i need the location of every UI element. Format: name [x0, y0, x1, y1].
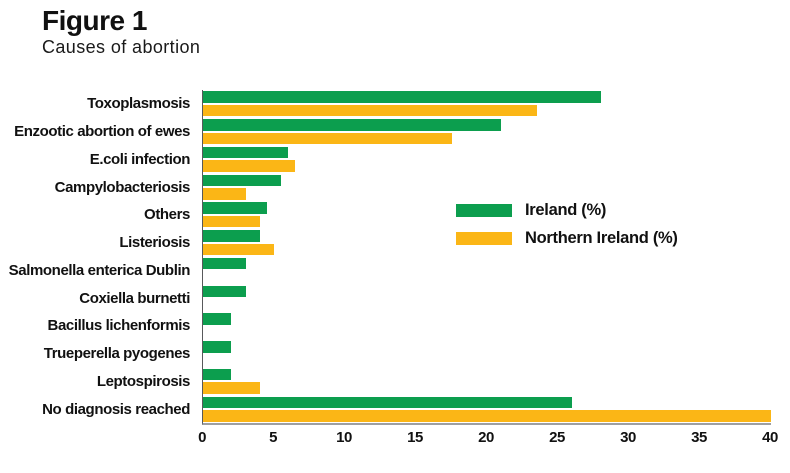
category-label: Leptospirosis [96, 372, 191, 390]
bar-northern-ireland [203, 132, 452, 145]
bar-row [203, 229, 771, 257]
bar-row [203, 368, 771, 396]
x-tick-label: 0 [198, 429, 206, 446]
x-tick-label: 20 [478, 429, 494, 446]
bar-row [203, 257, 771, 285]
bar-northern-ireland [203, 104, 537, 117]
legend-entry: Northern Ireland (%) [456, 229, 678, 248]
bar-ireland [203, 91, 601, 103]
bar-row [203, 312, 771, 340]
category-label: No diagnosis reached [42, 400, 190, 418]
bar-northern-ireland [203, 160, 296, 172]
bar-row [203, 90, 771, 118]
x-tick-label: 10 [336, 429, 352, 446]
legend-label: Ireland (%) [525, 201, 607, 219]
figure-title: Figure 1 [42, 5, 147, 36]
category-label: Coxiella burnetti [79, 289, 190, 307]
bar-row [203, 395, 771, 423]
category-label: Trueperella pyogenes [43, 345, 191, 363]
legend-swatch-northern-ireland [456, 232, 512, 245]
x-axis-tick-labels: 0 5 10 15 20 25 30 35 40 [198, 429, 778, 449]
legend-swatch-ireland [456, 204, 512, 217]
category-label: Campylobacteriosis [54, 178, 191, 196]
x-tick-label: 5 [269, 429, 277, 446]
x-tick-label: 35 [691, 429, 707, 446]
legend: Ireland (%) Northern Ireland (%) [456, 201, 678, 248]
x-tick-label: 15 [407, 429, 423, 446]
bar-row [203, 201, 771, 229]
bar-ireland [203, 368, 232, 381]
bar-ireland [203, 119, 502, 131]
bar-ireland [203, 202, 267, 214]
bar-ireland [203, 396, 573, 409]
bar-ireland [203, 146, 289, 159]
bar-ireland [203, 230, 260, 242]
bar-northern-ireland [203, 215, 260, 228]
bar-ireland [203, 341, 232, 353]
plot-area [202, 90, 771, 425]
bar-ireland [203, 313, 232, 325]
x-tick-label: 40 [762, 429, 778, 446]
legend-label: Northern Ireland (%) [525, 229, 678, 247]
legend-entry: Ireland (%) [456, 201, 678, 220]
bar-row [203, 284, 771, 312]
bar-row [203, 146, 771, 174]
category-label: Toxoplasmosis [87, 95, 190, 113]
bar-ireland [203, 257, 246, 270]
x-tick-label: 25 [549, 429, 565, 446]
bar-row [203, 340, 771, 368]
category-label: Enzootic abortion of ewes [14, 123, 190, 141]
bar-row [203, 118, 771, 146]
bar-northern-ireland [203, 382, 260, 394]
bar-rows [203, 90, 771, 423]
bar-ireland [203, 174, 282, 187]
bar-ireland [203, 285, 246, 298]
bar-row [203, 173, 771, 201]
category-label: Bacillus lichenformis [47, 317, 191, 335]
category-axis-labels: Toxoplasmosis Enzootic abortion of ewes E.… [0, 90, 196, 423]
bar-northern-ireland [203, 243, 274, 256]
category-label: Others [144, 206, 190, 224]
x-tick-label: 30 [620, 429, 636, 446]
bar-northern-ireland [203, 188, 246, 200]
category-label: E.coli infection [89, 150, 191, 168]
figure-subtitle: Causes of abortion [42, 37, 201, 57]
bar-northern-ireland [203, 410, 771, 422]
category-label: Listeriosis [119, 234, 190, 252]
category-label: Salmonella enterica Dublin [8, 261, 191, 279]
